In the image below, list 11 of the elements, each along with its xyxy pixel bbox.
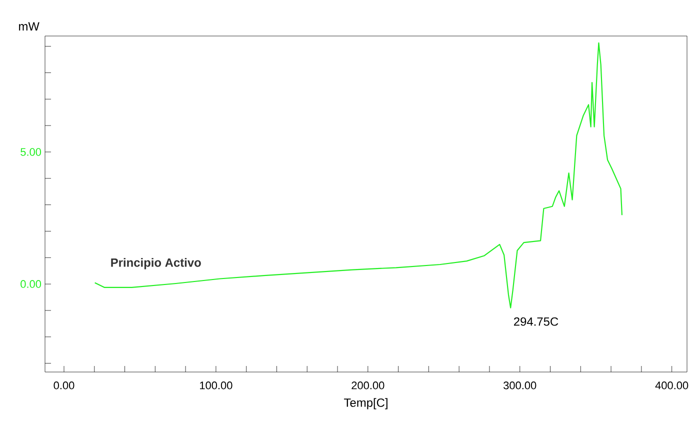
annotation: 294.75C <box>514 317 558 326</box>
x-tick-label: 300.00 <box>504 382 536 390</box>
x-axis-title: Temp[C] <box>344 398 388 410</box>
x-tick-label: 400.00 <box>655 382 688 390</box>
y-tick-label: 5.00 <box>20 148 42 156</box>
line-series <box>94 42 623 308</box>
x-tick-label: 200.00 <box>352 382 384 390</box>
y-axis-title: mW <box>19 22 40 30</box>
x-tick-label: 100.00 <box>200 382 232 390</box>
series-label: Principio Activo <box>111 258 201 270</box>
x-tick-label: 0.00 <box>54 382 74 390</box>
